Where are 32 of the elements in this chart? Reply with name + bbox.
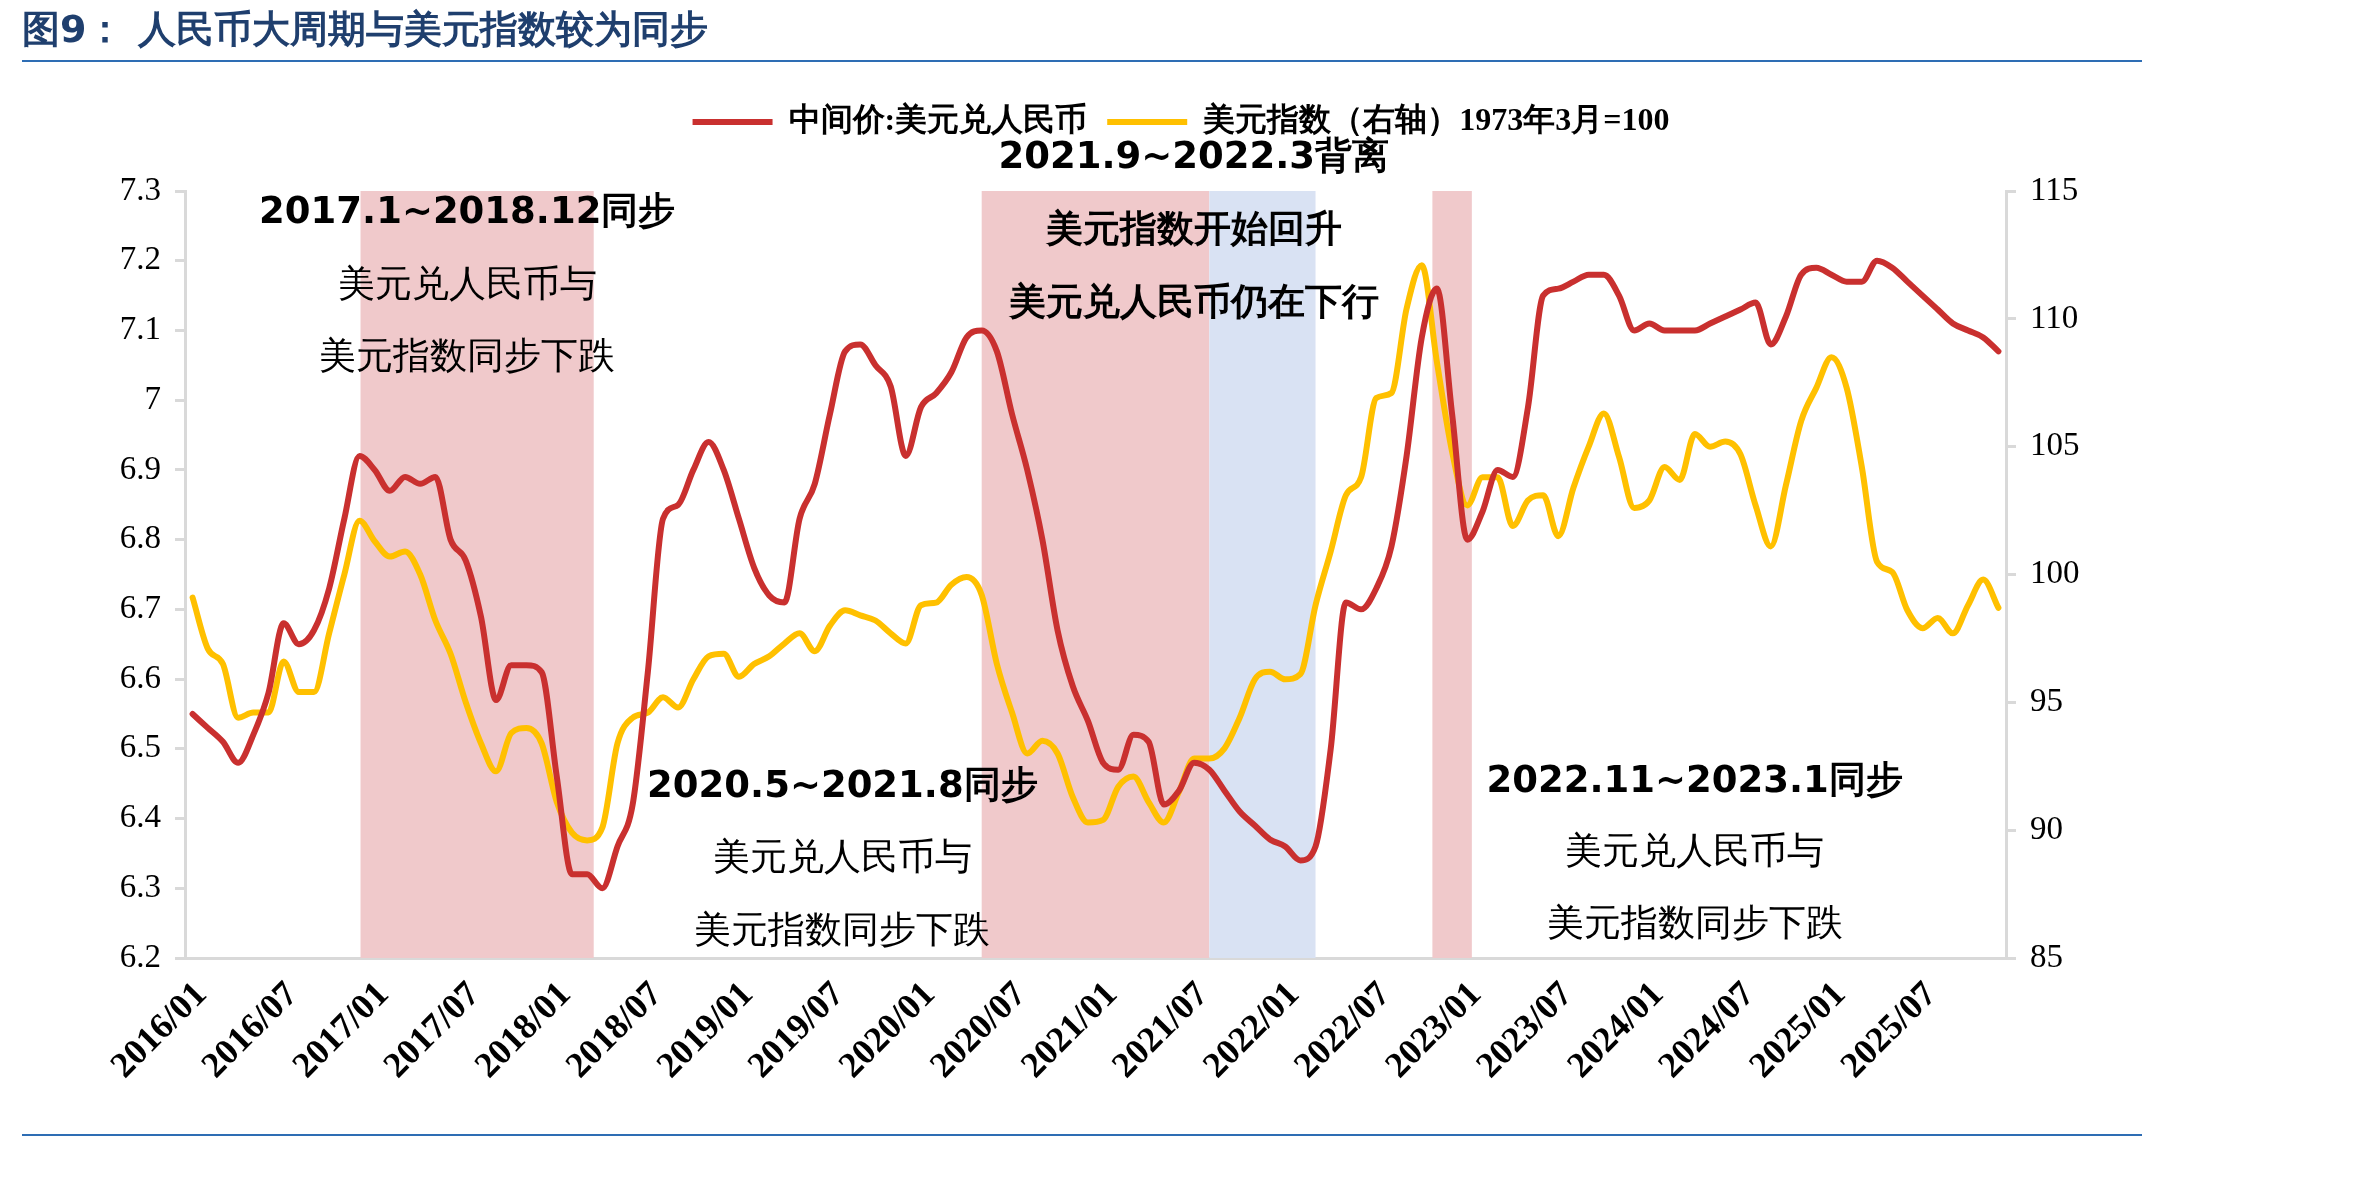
annotation: 2020.5~2021.8同步	[647, 762, 1038, 806]
annotation: 美元兑人民币与	[1565, 829, 1825, 873]
annotation: 美元指数同步下跌	[694, 907, 991, 951]
y-tick-label: 6.9	[119, 449, 161, 486]
y-tick-label: 6.6	[119, 658, 161, 695]
annotation: 美元指数开始回升	[1044, 207, 1342, 251]
chart-title: 图9： 人民币大周期与美元指数较为同步	[22, 2, 2142, 62]
y2-tick-label: 100	[2030, 554, 2080, 591]
annotation: 2022.11~2023.1同步	[1486, 757, 1903, 801]
y2-tick-label: 90	[2030, 809, 2063, 846]
y-tick-label: 7	[144, 379, 161, 416]
y-tick-label: 7.1	[119, 310, 161, 347]
annotation: 美元兑人民币仍在下行	[1007, 280, 1379, 324]
y-tick-label: 7.2	[119, 240, 161, 277]
y-tick-label: 6.7	[119, 589, 161, 626]
annotation: 美元兑人民币与	[337, 261, 597, 305]
annotation: 美元兑人民币与	[712, 835, 972, 879]
y2-tick-label: 115	[2030, 170, 2079, 207]
y2-tick-label: 105	[2030, 426, 2080, 463]
y-tick-label: 6.4	[119, 798, 161, 835]
y-tick-label: 7.3	[119, 170, 161, 207]
annotation: 美元指数同步下跌	[319, 333, 616, 377]
annotation: 美元指数同步下跌	[1546, 901, 1843, 945]
y2-tick-label: 95	[2030, 682, 2063, 719]
y-tick-label: 6.2	[119, 937, 161, 974]
y2-tick-label: 110	[2030, 298, 2079, 335]
legend-label: 中间价:美元兑人民币	[788, 101, 1088, 138]
y-tick-label: 6.3	[119, 867, 161, 904]
annotation: 2017.1~2018.12同步	[259, 188, 676, 232]
y-tick-label: 6.5	[119, 728, 161, 765]
y2-tick-label: 85	[2030, 937, 2063, 974]
y-tick-label: 6.8	[119, 519, 161, 556]
